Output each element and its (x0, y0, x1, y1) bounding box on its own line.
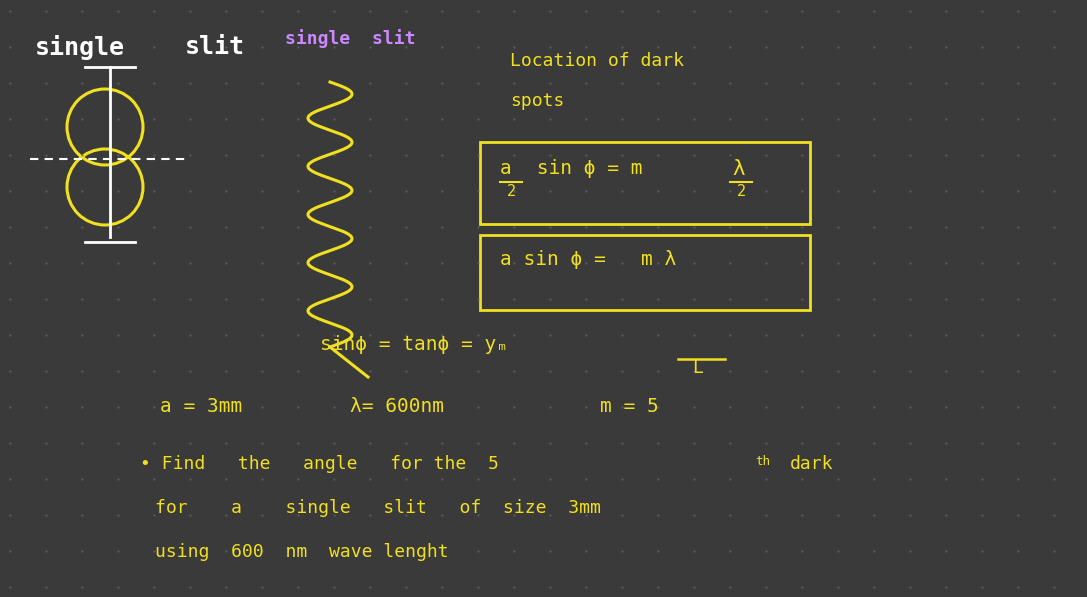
Text: slit: slit (185, 35, 245, 59)
Text: sin ϕ = m: sin ϕ = m (525, 159, 642, 178)
Text: dark: dark (790, 455, 834, 473)
Text: Location of dark: Location of dark (510, 52, 684, 70)
Text: • Find   the   angle   for the  5: • Find the angle for the 5 (140, 455, 499, 473)
Text: λ: λ (732, 159, 745, 179)
Text: a = 3mm: a = 3mm (160, 397, 242, 416)
Text: 2: 2 (507, 184, 516, 199)
Text: sinϕ = tanϕ = yₘ: sinϕ = tanϕ = yₘ (320, 335, 508, 354)
Text: 2: 2 (737, 184, 746, 199)
Text: spots: spots (510, 92, 564, 110)
Text: λ= 600nm: λ= 600nm (350, 397, 443, 416)
Text: a: a (500, 159, 512, 178)
Text: m = 5: m = 5 (600, 397, 659, 416)
Text: for    a    single   slit   of  size  3mm: for a single slit of size 3mm (155, 499, 601, 517)
Text: th: th (755, 455, 770, 468)
Text: using  600  nm  wave lenght: using 600 nm wave lenght (155, 543, 449, 561)
Text: single  slit: single slit (285, 29, 415, 48)
Text: a sin ϕ =   m λ: a sin ϕ = m λ (500, 250, 676, 269)
Text: L: L (692, 359, 703, 377)
Text: single: single (35, 35, 125, 60)
